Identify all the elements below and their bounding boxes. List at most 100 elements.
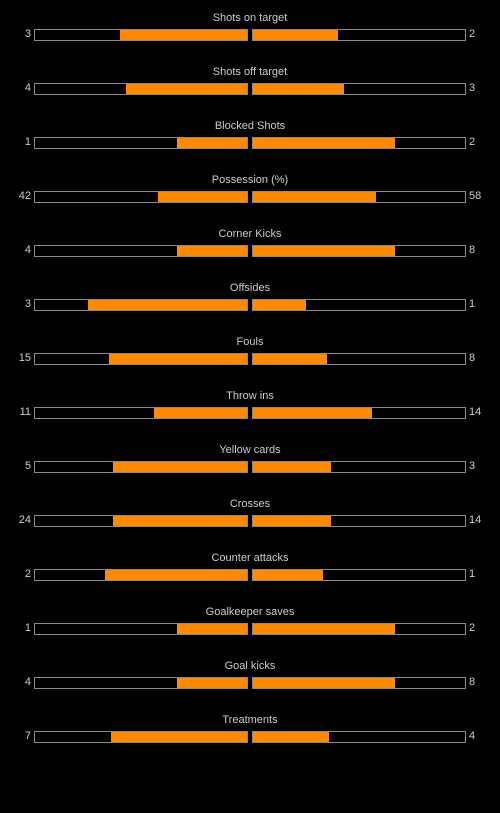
home-value: 5 xyxy=(24,460,31,472)
away-bar-track xyxy=(252,731,466,743)
away-value: 58 xyxy=(469,190,482,202)
home-bar-fill xyxy=(177,246,247,256)
away-bar-fill xyxy=(253,678,396,688)
home-value: 1 xyxy=(24,136,31,148)
stat-row: Fouls 15 8 xyxy=(0,326,500,366)
away-bar-fill xyxy=(253,354,328,364)
home-bar-fill xyxy=(177,678,247,688)
stat-row: Throw ins 11 14 xyxy=(0,380,500,420)
home-bar-track xyxy=(34,407,248,419)
away-bar-fill xyxy=(253,300,306,310)
home-bar-fill xyxy=(113,516,247,526)
away-bar-track xyxy=(252,461,466,473)
home-value: 4 xyxy=(24,244,31,256)
stat-row: Goalkeeper saves 1 2 xyxy=(0,596,500,636)
stat-label: Corner Kicks xyxy=(218,228,282,240)
home-bar-fill xyxy=(109,354,247,364)
away-bar-fill xyxy=(253,516,332,526)
home-bar-fill xyxy=(157,192,247,202)
away-bar-fill xyxy=(253,84,345,94)
away-bar-track xyxy=(252,245,466,257)
away-bar-track xyxy=(252,353,466,365)
home-value: 11 xyxy=(19,406,31,418)
stat-row: Corner Kicks 4 8 xyxy=(0,218,500,258)
home-value: 42 xyxy=(18,190,31,202)
home-bar-track xyxy=(34,677,248,689)
home-value: 3 xyxy=(24,298,31,310)
home-bar-track xyxy=(34,353,248,365)
away-bar-fill xyxy=(253,192,376,202)
stat-label: Shots on target xyxy=(212,12,288,24)
away-bar-track xyxy=(252,191,466,203)
home-bar-fill xyxy=(177,138,247,148)
away-bar-fill xyxy=(253,408,372,418)
home-bar-track xyxy=(34,29,248,41)
away-bar-fill xyxy=(253,138,396,148)
away-bar-fill xyxy=(253,624,396,634)
home-value: 3 xyxy=(24,28,31,40)
stat-label: Yellow cards xyxy=(219,444,281,456)
home-bar-fill xyxy=(104,570,247,580)
away-value: 14 xyxy=(469,406,482,418)
home-value: 15 xyxy=(18,352,31,364)
away-bar-track xyxy=(252,407,466,419)
home-bar-track xyxy=(34,83,248,95)
away-value: 8 xyxy=(469,244,476,256)
away-value: 1 xyxy=(469,298,476,310)
home-bar-fill xyxy=(126,84,247,94)
away-bar-fill xyxy=(253,570,323,580)
home-bar-track xyxy=(34,569,248,581)
away-bar-fill xyxy=(253,246,396,256)
stat-label: Fouls xyxy=(236,336,264,348)
home-bar-track xyxy=(34,245,248,257)
away-value: 2 xyxy=(469,28,476,40)
home-value: 4 xyxy=(24,676,31,688)
away-bar-track xyxy=(252,515,466,527)
away-bar-fill xyxy=(253,732,330,742)
stat-label: Throw ins xyxy=(226,390,274,402)
stat-label: Shots off target xyxy=(212,66,288,78)
stat-row: Possession (%) 42 58 xyxy=(0,164,500,204)
stat-row: Shots on target 3 2 xyxy=(0,2,500,42)
away-value: 2 xyxy=(469,622,476,634)
home-value: 2 xyxy=(24,568,31,580)
stat-label: Treatments xyxy=(222,714,278,726)
away-bar-track xyxy=(252,299,466,311)
away-bar-track xyxy=(252,569,466,581)
away-bar-track xyxy=(252,137,466,149)
home-bar-fill xyxy=(113,462,247,472)
away-bar-track xyxy=(252,83,466,95)
away-value: 3 xyxy=(469,82,476,94)
stat-row: Goal kicks 4 8 xyxy=(0,650,500,690)
home-value: 7 xyxy=(24,730,31,742)
home-bar-fill xyxy=(111,732,247,742)
stat-label: Possession (%) xyxy=(211,174,289,186)
away-bar-track xyxy=(252,677,466,689)
away-value: 4 xyxy=(469,730,476,742)
stat-row: Blocked Shots 1 2 xyxy=(0,110,500,150)
stat-label: Goal kicks xyxy=(224,660,276,672)
stat-row: Shots off target 4 3 xyxy=(0,56,500,96)
away-bar-track xyxy=(252,623,466,635)
away-value: 8 xyxy=(469,676,476,688)
home-bar-track xyxy=(34,623,248,635)
home-value: 4 xyxy=(24,82,31,94)
stat-row: Counter attacks 2 1 xyxy=(0,542,500,582)
stat-row: Crosses 24 14 xyxy=(0,488,500,528)
home-value: 24 xyxy=(18,514,31,526)
stat-row: Offsides 3 1 xyxy=(0,272,500,312)
away-value: 3 xyxy=(469,460,476,472)
home-bar-track xyxy=(34,299,248,311)
stat-row: Treatments 7 4 xyxy=(0,704,500,744)
stat-label: Crosses xyxy=(229,498,271,510)
away-value: 2 xyxy=(469,136,476,148)
stat-label: Goalkeeper saves xyxy=(205,606,295,618)
home-value: 1 xyxy=(24,622,31,634)
home-bar-fill xyxy=(177,624,247,634)
home-bar-track xyxy=(34,731,248,743)
stat-label: Offsides xyxy=(229,282,271,294)
away-value: 14 xyxy=(469,514,482,526)
away-bar-track xyxy=(252,29,466,41)
stat-row: Yellow cards 5 3 xyxy=(0,434,500,474)
home-bar-track xyxy=(34,461,248,473)
